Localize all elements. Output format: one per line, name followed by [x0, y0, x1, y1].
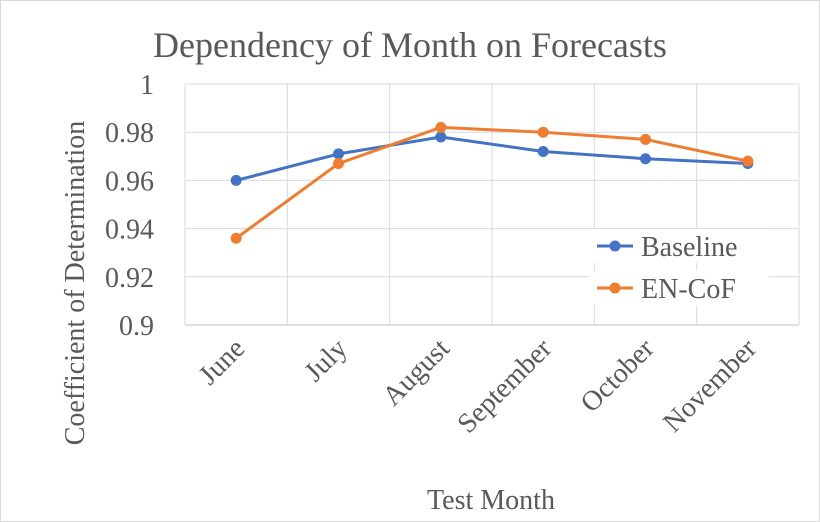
data-point	[230, 232, 242, 244]
data-point	[742, 155, 754, 167]
series-line	[235, 125, 749, 240]
y-tick-label: 0.96	[105, 166, 154, 197]
data-point	[435, 131, 447, 143]
gridlines	[184, 83, 800, 326]
x-tick-label: June	[193, 333, 251, 391]
series-line	[235, 135, 748, 182]
series-lines	[230, 121, 754, 244]
y-tick-label: 0.98	[105, 118, 154, 149]
y-tick-label: 0.9	[119, 311, 154, 342]
data-point	[537, 126, 549, 138]
legend-label: EN-CoF	[641, 274, 736, 305]
y-tick-label: 1	[140, 70, 154, 101]
data-point	[640, 153, 651, 165]
data-point	[435, 121, 447, 133]
legend: Baseline EN-CoF	[589, 229, 769, 305]
y-tick-label: 0.94	[105, 215, 154, 246]
legend-marker	[609, 240, 621, 252]
y-tick-label: 0.92	[105, 263, 154, 294]
legend-label: Baseline	[641, 232, 737, 263]
data-point	[537, 145, 549, 157]
x-tick-label: July	[299, 333, 354, 388]
data-point	[333, 158, 344, 170]
data-point	[333, 148, 344, 160]
x-axis-title: Test Month	[427, 485, 555, 516]
chart-title: Dependency of Month on Forecasts	[153, 25, 667, 65]
legend-marker	[609, 282, 621, 294]
y-axis-title: Coefficient of Determination	[60, 121, 91, 446]
data-point	[230, 174, 242, 186]
x-tick-label: September	[452, 333, 559, 440]
y-axis-ticks: 0.9 0.92 0.94 0.96 0.98 1	[105, 70, 154, 342]
data-point	[640, 133, 651, 145]
x-tick-label: October	[575, 333, 661, 419]
x-tick-label: November	[657, 333, 763, 439]
x-tick-label: August	[377, 333, 456, 412]
